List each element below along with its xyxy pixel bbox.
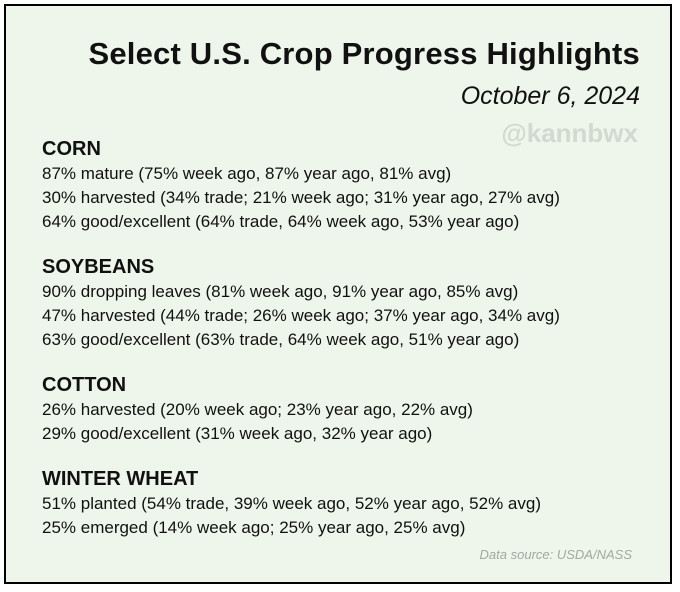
section-line: 51% planted (54% trade, 39% week ago, 52… — [42, 494, 541, 513]
section-line: 26% harvested (20% week ago; 23% year ag… — [42, 400, 473, 419]
section-soybeans: SOYBEANS 90% dropping leaves (81% week a… — [42, 254, 660, 352]
section-cotton: COTTON 26% harvested (20% week ago; 23% … — [42, 372, 660, 446]
section-title: CORN — [42, 138, 101, 160]
section-line: 30% harvested (34% trade; 21% week ago; … — [42, 188, 560, 207]
page-title: Select U.S. Crop Progress Highlights — [88, 36, 640, 71]
section-line: 25% emerged (14% week ago; 25% year ago,… — [42, 518, 466, 537]
section-winter-wheat: WINTER WHEAT 51% planted (54% trade, 39%… — [42, 466, 660, 540]
section-line: 29% good/excellent (31% week ago, 32% ye… — [42, 424, 433, 443]
section-line: 90% dropping leaves (81% week ago, 91% y… — [42, 282, 519, 301]
crop-sections: CORN 87% mature (75% week ago, 87% year … — [42, 136, 660, 560]
section-line: 47% harvested (44% trade; 26% week ago; … — [42, 306, 560, 325]
watermark: @kannbwx — [501, 118, 638, 148]
section-title: SOYBEANS — [42, 256, 155, 278]
section-line: 87% mature (75% week ago, 87% year ago, … — [42, 164, 452, 183]
data-source: Data source: USDA/NASS — [479, 547, 632, 562]
crop-progress-card: Select U.S. Crop Progress Highlights Oct… — [4, 4, 672, 584]
report-date: October 6, 2024 — [460, 82, 640, 110]
section-title: COTTON — [42, 374, 127, 396]
section-title: WINTER WHEAT — [42, 468, 199, 490]
section-line: 64% good/excellent (64% trade, 64% week … — [42, 212, 520, 231]
section-line: 63% good/excellent (63% trade, 64% week … — [42, 330, 520, 349]
section-corn: CORN 87% mature (75% week ago, 87% year … — [42, 136, 660, 234]
